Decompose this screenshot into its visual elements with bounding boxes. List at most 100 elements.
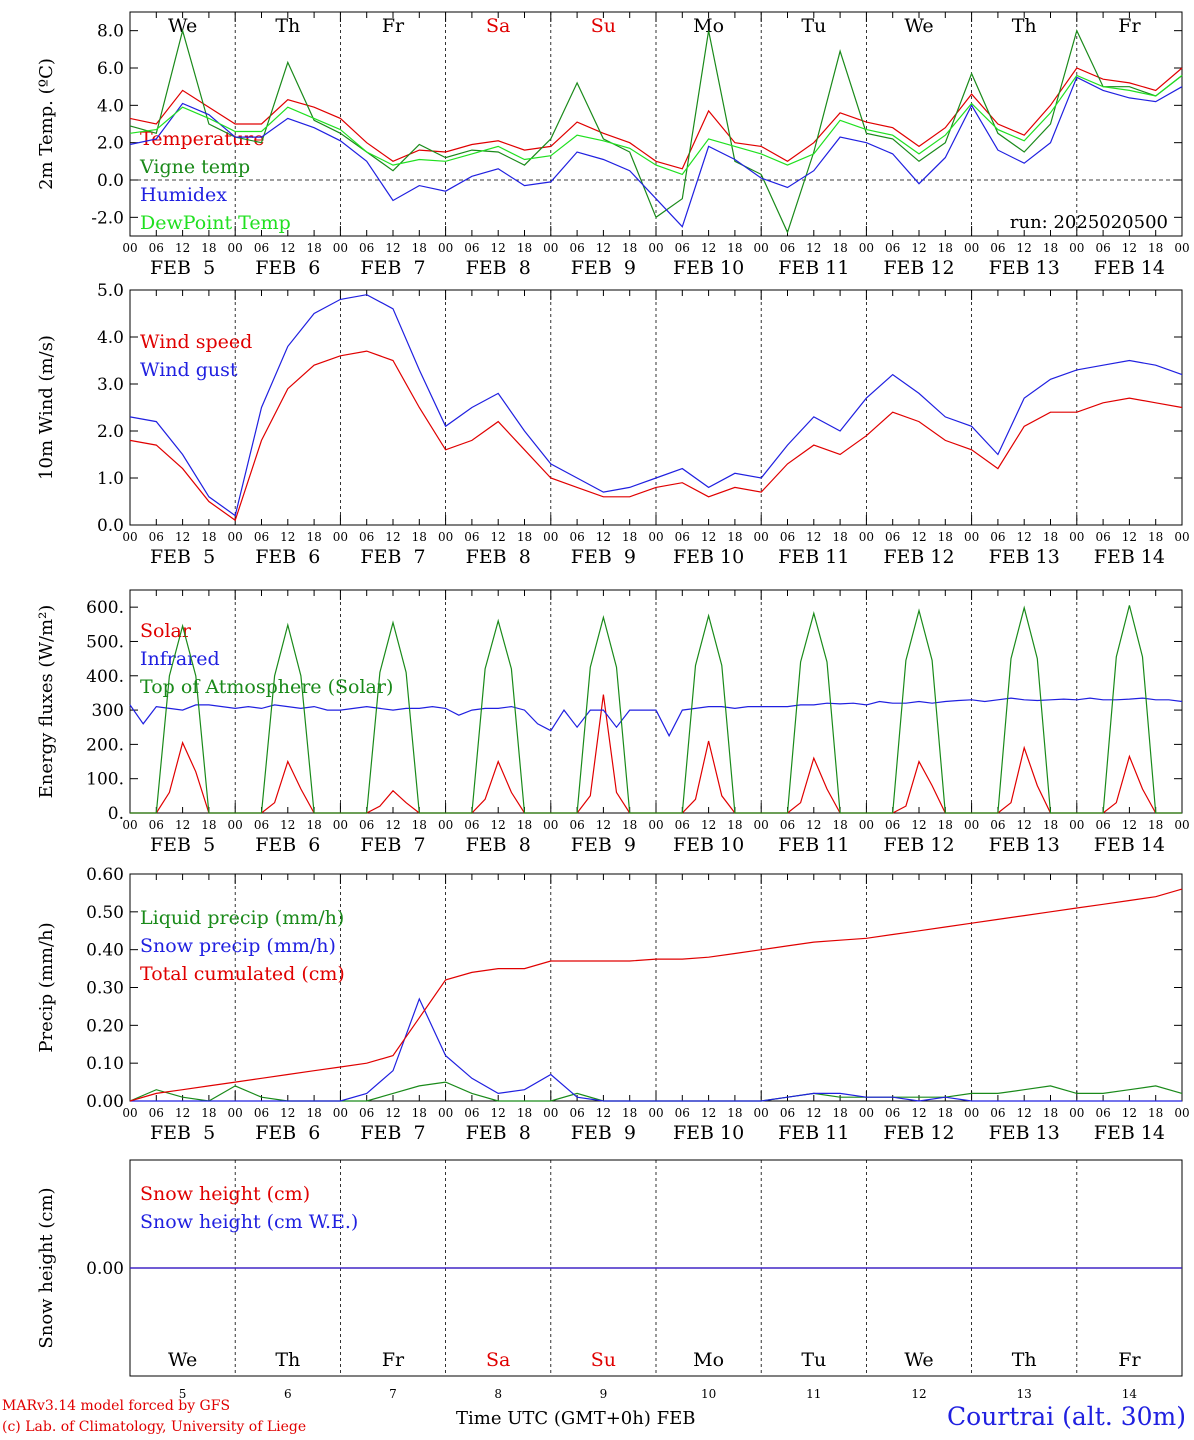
temp-hour-label: 00: [648, 241, 663, 255]
temp-hour-label: 06: [990, 241, 1005, 255]
energy-hour-label: 18: [201, 818, 216, 832]
precip-hour-label: 18: [517, 1106, 532, 1120]
wind-hour-label: 00: [1069, 530, 1084, 544]
temp-day-name: Fr: [1118, 15, 1141, 37]
energy-hour-label: 18: [517, 818, 532, 832]
wind-date-label: FEB 8: [466, 546, 531, 568]
precip-y-label: 0.20: [86, 1016, 124, 1036]
temp-legend-3: DewPoint Temp: [140, 212, 291, 234]
energy-y-label: 500.: [86, 632, 124, 652]
energy-hour-label: 00: [122, 818, 137, 832]
precip-hour-label: 18: [727, 1106, 742, 1120]
temp-hour-label: 06: [569, 241, 584, 255]
energy-hour-label: 18: [412, 818, 427, 832]
precip-hour-label: 00: [1069, 1106, 1084, 1120]
temp-day-name: Su: [591, 15, 616, 37]
energy-y-label: 100.: [86, 770, 124, 790]
energy-date-label: FEB 7: [360, 834, 425, 856]
wind-hour-label: 18: [201, 530, 216, 544]
energy-date-label: FEB 13: [989, 834, 1060, 856]
precip-legend-1: Snow precip (mm/h): [140, 935, 336, 957]
energy-date-label: FEB 6: [255, 834, 320, 856]
temp-y-label: 6.0: [97, 59, 124, 79]
energy-date-label: FEB 10: [673, 834, 744, 856]
precip-y-label: 0.40: [86, 941, 124, 961]
energy-hour-label: 06: [254, 818, 269, 832]
wind-date-label: FEB 6: [255, 546, 320, 568]
precip-hour-label: 12: [806, 1106, 821, 1120]
precip-hour-label: 06: [569, 1106, 584, 1120]
precip-hour-label: 12: [1017, 1106, 1032, 1120]
temp-frame: [129, 11, 1183, 237]
lab-credit: (c) Lab. of Climatology, University of L…: [2, 1419, 307, 1435]
precip-hour-label: 06: [464, 1106, 479, 1120]
wind-hour-label: 18: [1148, 530, 1163, 544]
temp-date-label: FEB 5: [150, 257, 215, 279]
temp-date-label: FEB 9: [571, 257, 636, 279]
temp-hour-label: 00: [1174, 241, 1189, 255]
energy-legend-2: Top of Atmosphere (Solar): [140, 676, 393, 698]
temp-hour-label: 00: [1069, 241, 1084, 255]
precip-date-label: FEB 10: [673, 1122, 744, 1144]
energy-y-label: 0.: [108, 804, 124, 824]
temp-legend-0: Temperature: [140, 128, 264, 150]
snow-day-number: 9: [600, 1387, 608, 1400]
snow-day-number: 6: [284, 1387, 292, 1400]
energy-hour-label: 12: [806, 818, 821, 832]
wind-date-label: FEB 11: [778, 546, 849, 568]
wind-y-label: 1.0: [97, 469, 124, 489]
wind-hour-label: 12: [385, 530, 400, 544]
wind-date-label: FEB 5: [150, 546, 215, 568]
wind-legend-0: Wind speed: [140, 331, 252, 353]
temp-day-name: We: [904, 15, 933, 37]
precip-hour-label: 06: [780, 1106, 795, 1120]
precip-y-label: 0.10: [86, 1054, 124, 1074]
wind-hour-label: 12: [596, 530, 611, 544]
wind-date-label: FEB 7: [360, 546, 425, 568]
energy-date-label: FEB 14: [1094, 834, 1165, 856]
temp-hour-label: 18: [832, 241, 847, 255]
wind-hour-label: 06: [254, 530, 269, 544]
energy-y-label: 400.: [86, 667, 124, 687]
energy-hour-label: 06: [464, 818, 479, 832]
precip-hour-label: 18: [306, 1106, 321, 1120]
temp-hour-label: 12: [385, 241, 400, 255]
wind-y-label: 2.0: [97, 422, 124, 442]
wind-y-label: 5.0: [97, 281, 124, 301]
precip-hour-label: 12: [1122, 1106, 1137, 1120]
temp-hour-label: 06: [359, 241, 374, 255]
temp-hour-label: 00: [543, 241, 558, 255]
temp-hour-label: 12: [911, 241, 926, 255]
energy-hour-label: 12: [1017, 818, 1032, 832]
temp-hour-label: 18: [306, 241, 321, 255]
energy-series-1: [129, 697, 1183, 738]
snow-day-number: 8: [494, 1387, 502, 1400]
temp-hour-label: 00: [333, 241, 348, 255]
precip-hour-label: 00: [754, 1106, 769, 1120]
precip-hour-label: 12: [596, 1106, 611, 1120]
precip-hour-label: 12: [701, 1106, 716, 1120]
precip-hour-label: 06: [359, 1106, 374, 1120]
snow-day-number: 13: [1017, 1387, 1032, 1400]
energy-hour-label: 00: [1069, 818, 1084, 832]
snow-day-name: We: [168, 1349, 197, 1371]
temp-hour-label: 12: [806, 241, 821, 255]
wind-hour-label: 00: [438, 530, 453, 544]
temp-hour-label: 00: [859, 241, 874, 255]
precip-date-label: FEB 9: [571, 1122, 636, 1144]
temp-day-name: Fr: [382, 15, 405, 37]
temp-date-label: FEB 14: [1094, 257, 1165, 279]
precip-hour-label: 12: [280, 1106, 295, 1120]
precip-date-label: FEB 13: [989, 1122, 1060, 1144]
energy-hour-label: 00: [1174, 818, 1189, 832]
model-credit: MARv3.14 model forced by GFS: [2, 1398, 231, 1414]
wind-hour-label: 00: [1174, 530, 1189, 544]
energy-y-label: 600.: [86, 598, 124, 618]
wind-hour-label: 00: [964, 530, 979, 544]
temp-day-name: Mo: [693, 15, 724, 37]
wind-y-label: 0.0: [97, 516, 124, 536]
snow-day-name: Su: [591, 1349, 616, 1371]
energy-legend-1: Infrared: [140, 648, 220, 670]
precip-hour-label: 18: [201, 1106, 216, 1120]
energy-hour-label: 00: [859, 818, 874, 832]
